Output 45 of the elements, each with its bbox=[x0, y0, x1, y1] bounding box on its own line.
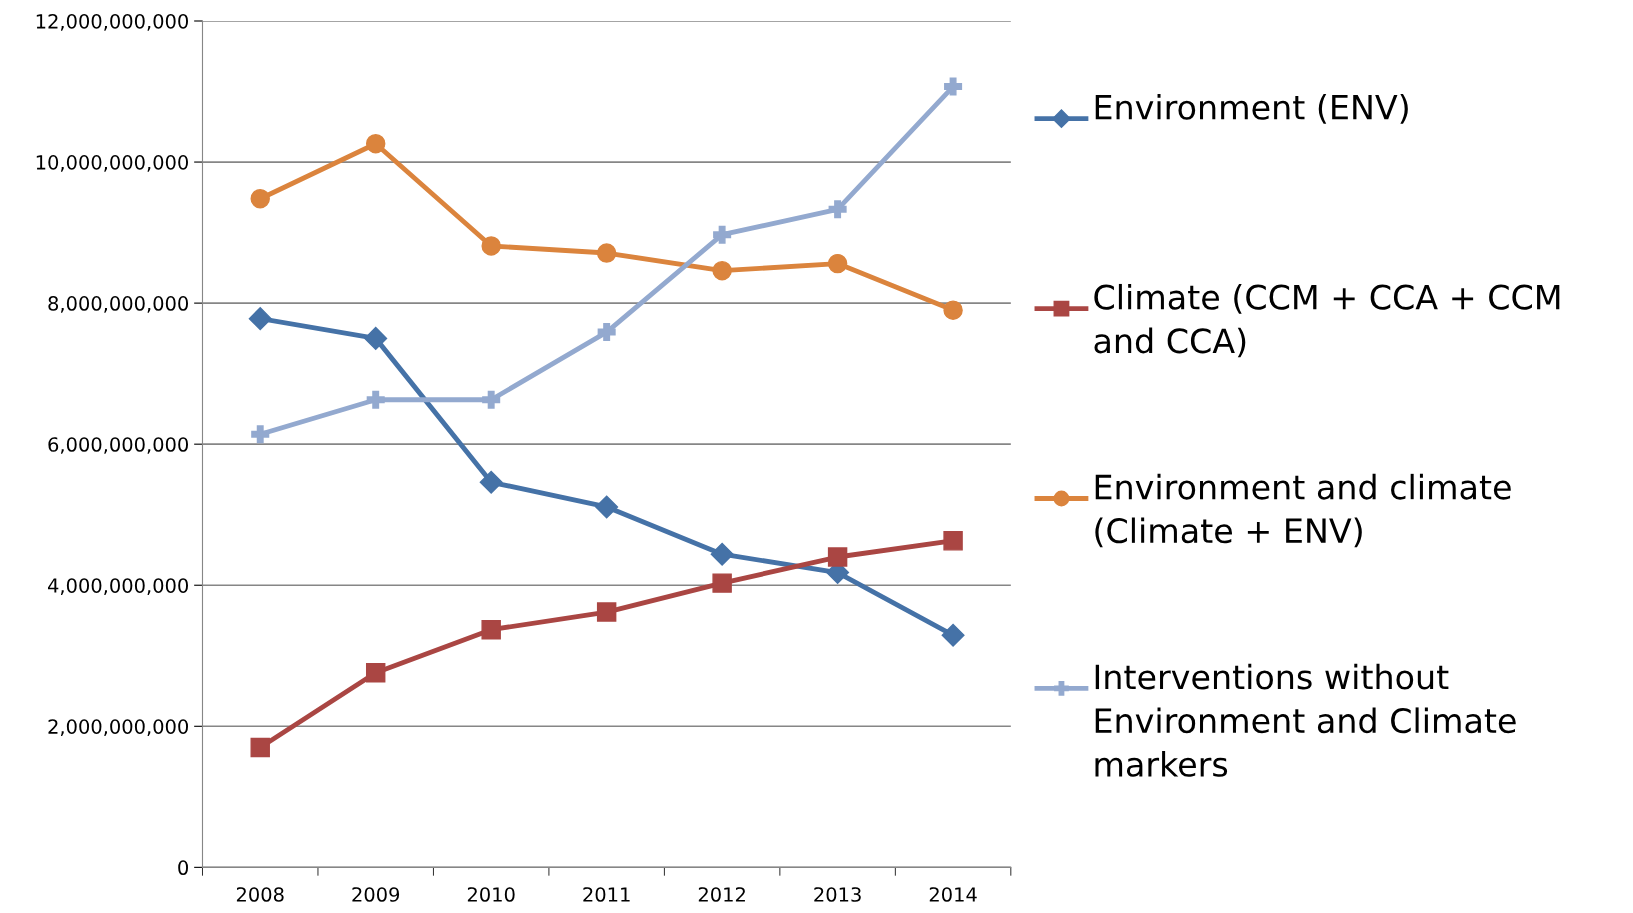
point bbox=[597, 323, 616, 342]
point bbox=[596, 243, 617, 263]
x-tick-label: 2009 bbox=[352, 887, 400, 902]
point bbox=[482, 390, 501, 409]
point bbox=[365, 133, 386, 154]
point bbox=[710, 542, 734, 566]
point bbox=[365, 662, 386, 683]
y-tick-label: 10,000,000,000 bbox=[36, 155, 189, 172]
point bbox=[595, 495, 619, 519]
y-tick-label: 2,000,000,000 bbox=[48, 719, 189, 736]
x-tick-label: 2013 bbox=[814, 887, 861, 902]
legend-label: Climate (CCM + CCA + CCM and CCA) bbox=[1094, 283, 1560, 358]
point bbox=[828, 200, 847, 219]
point bbox=[713, 225, 732, 244]
point bbox=[827, 253, 848, 274]
point bbox=[248, 307, 272, 331]
point bbox=[250, 189, 270, 209]
x-tick-label: 2008 bbox=[236, 887, 284, 902]
point bbox=[596, 602, 617, 622]
legend-label: Interventions without Environment and Climate markers bbox=[1095, 663, 1516, 777]
y-tick-label: 0 bbox=[178, 860, 189, 876]
point bbox=[251, 425, 270, 444]
y-tick-label: 12,000,000,000 bbox=[36, 13, 189, 31]
legend-label: Environment and climate (Climate + ENV) bbox=[1095, 473, 1511, 548]
point bbox=[944, 77, 963, 96]
point bbox=[943, 300, 963, 320]
legend-label: Environment (ENV) bbox=[1095, 94, 1408, 124]
point bbox=[481, 236, 501, 256]
y-tick-label: 8,000,000,000 bbox=[48, 296, 189, 313]
point bbox=[712, 260, 732, 281]
point bbox=[941, 623, 965, 647]
point bbox=[366, 390, 385, 409]
point bbox=[250, 737, 270, 758]
x-tick-label: 2010 bbox=[467, 887, 515, 902]
y-tick-label: 6,000,000,000 bbox=[48, 437, 189, 454]
y-tick-label: 4,000,000,000 bbox=[47, 578, 189, 595]
point bbox=[481, 619, 501, 640]
point bbox=[479, 470, 503, 494]
x-tick-label: 2014 bbox=[929, 887, 977, 902]
point bbox=[827, 547, 848, 567]
point bbox=[712, 573, 732, 593]
point bbox=[943, 531, 963, 551]
point bbox=[364, 326, 388, 350]
x-tick-label: 2011 bbox=[583, 887, 630, 902]
x-tick-label: 2012 bbox=[698, 887, 745, 902]
